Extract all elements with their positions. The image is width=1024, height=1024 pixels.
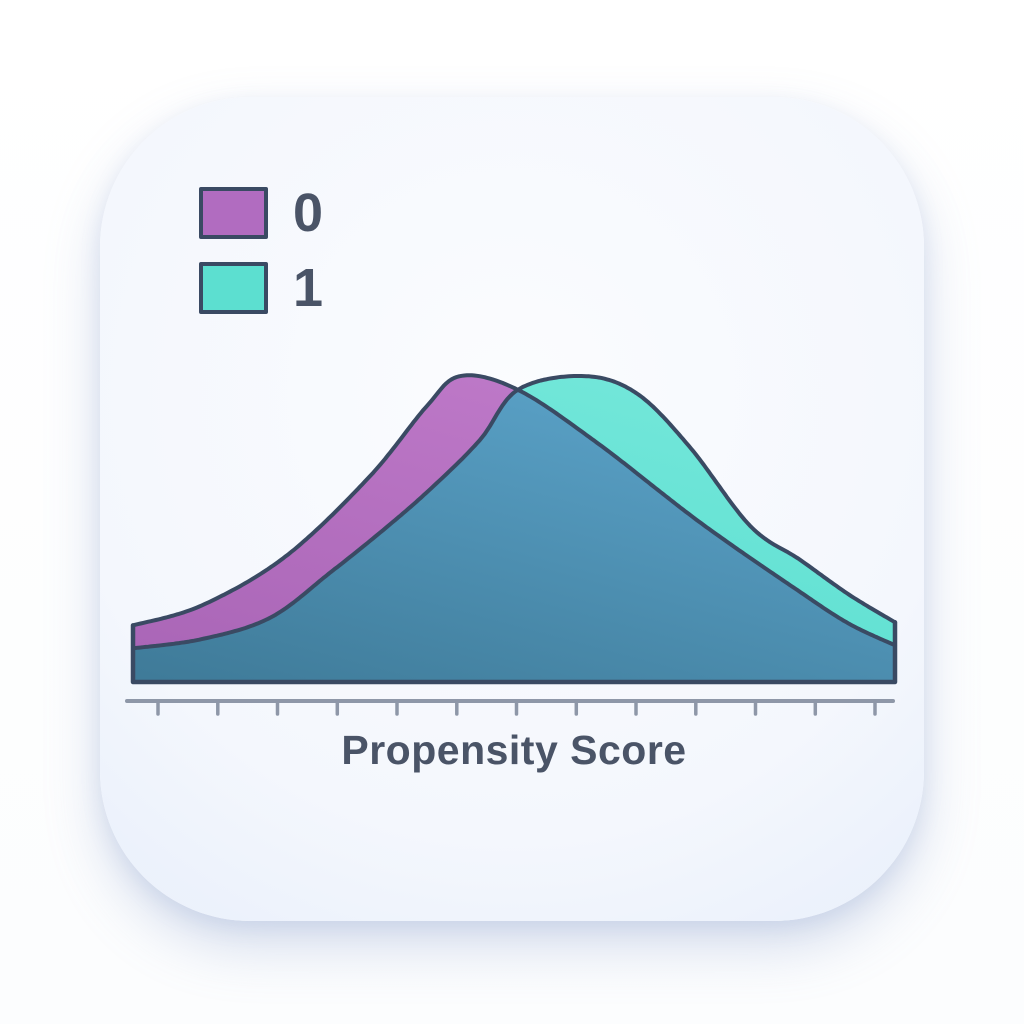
legend: 0 1	[199, 183, 324, 318]
x-axis-label: Propensity Score	[341, 727, 687, 773]
legend-swatch-group1	[199, 262, 268, 314]
legend-swatch-group0	[199, 187, 268, 239]
chart-baseline	[130, 620, 898, 685]
density-outline-group0	[131, 373, 897, 648]
overlap-area	[133, 389, 895, 682]
legend-label-group1: 1	[293, 258, 324, 318]
density-outline-group1	[131, 374, 897, 651]
legend-label-group0: 0	[293, 183, 324, 243]
legend-item-group0: 0	[199, 183, 324, 243]
legend-item-group1: 1	[199, 258, 324, 318]
x-axis-ticks	[156, 699, 877, 716]
chart-card: 0 1 Propensity Score	[100, 97, 924, 921]
density-chart	[125, 373, 898, 716]
